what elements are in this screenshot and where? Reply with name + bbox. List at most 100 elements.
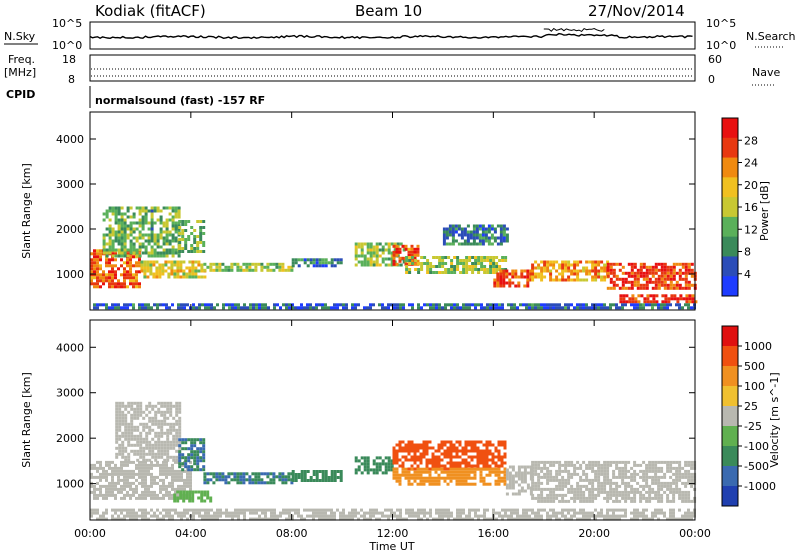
heatmap-cell [552,490,556,494]
heatmap-cell [642,478,646,482]
heatmap-cell [463,233,467,237]
heatmap-cell [579,303,582,307]
colorbar-tick-label: -100 [744,440,769,453]
heatmap-cell [564,481,568,485]
heatmap-cell [690,472,694,476]
heatmap-cell [123,261,126,265]
heatmap-cell [148,452,152,456]
heatmap-cell [105,233,109,237]
heatmap-cell [154,455,158,459]
heatmap-cell [330,473,334,476]
x-tick-label: 04:00 [175,527,207,540]
heatmap-cell [466,236,470,240]
heatmap-cell [497,467,501,471]
heatmap-cell [178,465,182,469]
heatmap-cell [297,514,300,518]
heatmap-cell [190,456,194,460]
heatmap-cell [505,483,509,487]
heatmap-cell [678,496,682,500]
heatmap-cell [621,303,624,307]
heatmap-cell [163,452,167,456]
heatmap-cell [144,221,148,225]
heatmap-cell [160,425,164,429]
heatmap-cell [496,281,500,285]
heatmap-cell [151,404,155,408]
heatmap-cell [196,453,200,457]
heatmap-cell [266,475,270,479]
heatmap-cell [624,280,628,284]
heatmap-cell [203,472,207,476]
heatmap-cell [120,484,123,488]
heatmap-cell [171,303,174,307]
heatmap-cell [546,511,549,515]
heatmap-cell [360,508,363,512]
heatmap-cell [525,303,528,307]
heatmap-cell [157,452,161,456]
heatmap-cell [204,517,207,521]
heatmap-cell [440,458,444,462]
heatmap-cell [339,479,343,482]
heatmap-cell [537,466,541,470]
heatmap-cell [600,514,603,518]
heatmap-cell [115,422,119,426]
heatmap-cell [417,306,420,310]
heatmap-cell [540,272,544,276]
heatmap-cell [461,458,465,462]
heatmap-cell [126,227,130,231]
heatmap-cell [425,452,429,456]
heatmap-cell [157,410,161,414]
heatmap-cell [661,300,665,304]
heatmap-cell [657,303,660,307]
heatmap-cell [141,215,145,219]
heatmap-cell [458,455,462,459]
heatmap-cell [174,236,178,240]
freq-right-label: Nave [752,66,780,79]
heatmap-cell [129,239,133,243]
heatmap-cell [488,440,492,444]
heatmap-cell [387,459,391,463]
heatmap-cell [138,230,142,234]
heatmap-cell [162,469,165,473]
heatmap-cell [420,262,424,265]
heatmap-cell [615,262,619,266]
heatmap-cell [150,206,154,210]
heatmap-cell [318,514,321,518]
heatmap-cell [497,455,501,459]
heatmap-cell [153,478,156,482]
heatmap-cell [375,257,379,261]
heatmap-cell [576,306,579,310]
heatmap-cell [672,283,676,287]
heatmap-cell [561,263,565,267]
heatmap-cell [664,294,668,298]
heatmap-cell [591,490,595,494]
heatmap-cell [196,235,200,238]
heatmap-cell [633,508,636,512]
heatmap-cell [447,256,451,259]
heatmap-cell [645,478,649,482]
heatmap-cell [416,443,420,447]
heatmap-cell [151,455,155,459]
heatmap-cell [366,263,370,267]
heatmap-cell [199,235,203,238]
heatmap-cell [165,490,168,494]
heatmap-cell [108,484,111,488]
heatmap-cell [531,278,535,282]
heatmap-cell [479,449,483,453]
heatmap-cell [684,517,687,521]
heatmap-cell [434,455,438,459]
heatmap-cell [475,227,479,231]
heatmap-cell [135,254,139,258]
heatmap-cell [666,466,670,470]
heatmap-cell [660,460,664,464]
heatmap-cell [678,271,682,275]
heatmap-cell [451,227,455,231]
heatmap-cell [156,218,160,222]
heatmap-cell [392,461,396,465]
heatmap-cell [624,286,628,290]
heatmap-cell [117,224,121,228]
heatmap-cell [209,472,213,476]
heatmap-cell [531,487,535,491]
heatmap-cell [639,303,642,307]
heatmap-cell [291,306,294,310]
